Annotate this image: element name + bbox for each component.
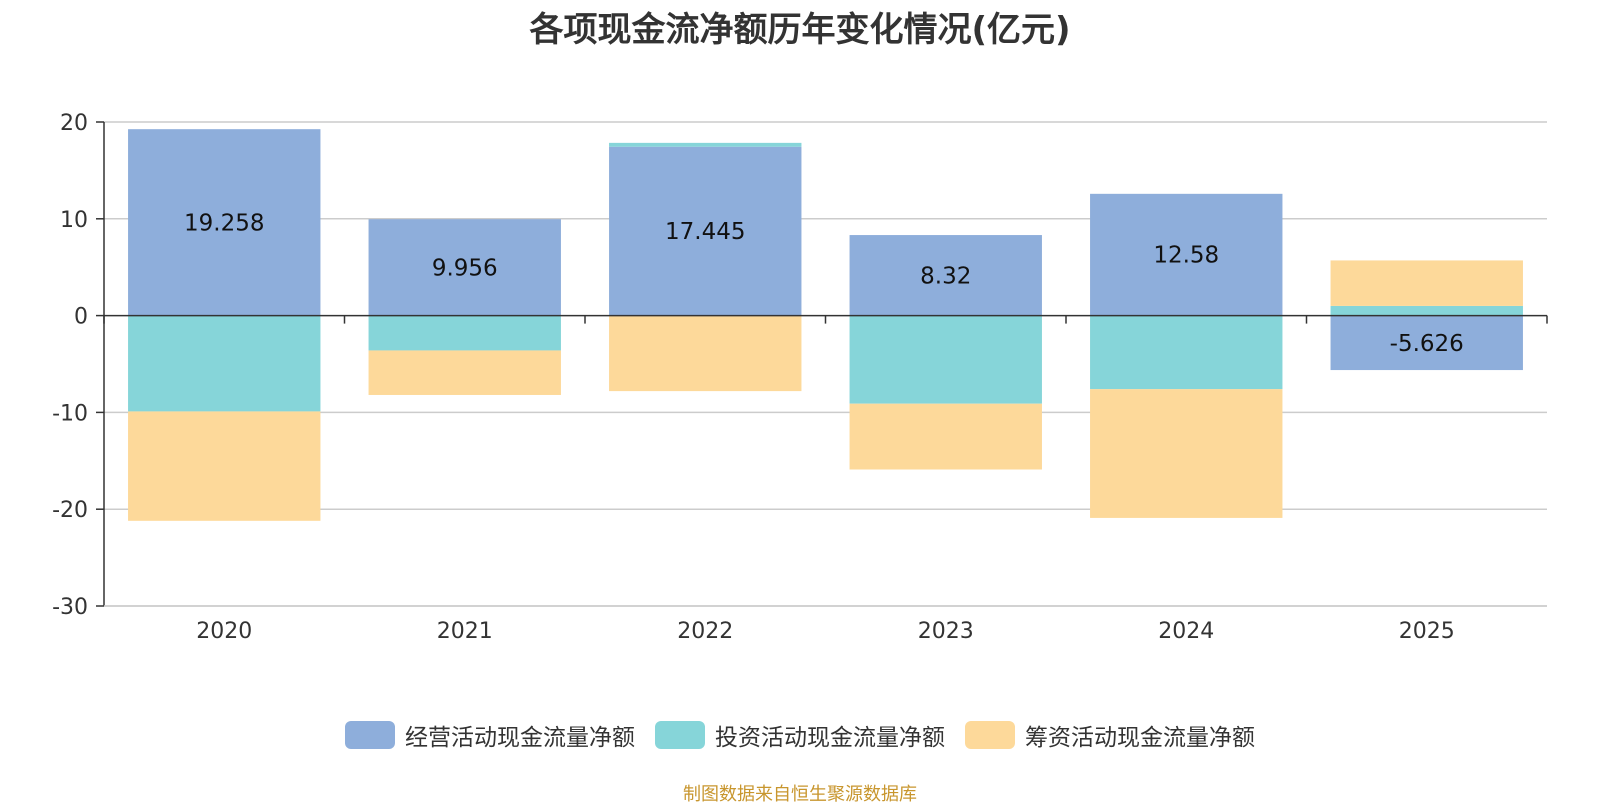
- x-tick-label: 2021: [437, 619, 493, 644]
- bar-series1-2021: [368, 315, 561, 351]
- legend: 经营活动现金流量净额 投资活动现金流量净额 筹资活动现金流量净额: [0, 718, 1600, 752]
- bar-series2-2024: [1090, 389, 1283, 518]
- y-tick-label: -20: [52, 498, 88, 523]
- grid-lines: [104, 121, 1547, 607]
- cash-flow-chart: 20 10 0 -10 -20 -30 2020 2021 2022 2023 2024 2025 1…: [52, 111, 1548, 644]
- bar-series1-2020: [128, 315, 321, 412]
- x-tick-label: 2024: [1158, 619, 1214, 644]
- x-tick-label: 2022: [677, 619, 733, 644]
- legend-swatch-operating: [345, 721, 395, 749]
- bar-series0-2025: [1330, 315, 1523, 371]
- legend-item-investing[interactable]: 投资活动现金流量净额: [655, 718, 945, 752]
- legend-swatch-financing: [965, 721, 1015, 749]
- y-tick-label: 20: [60, 111, 88, 136]
- bars: [128, 129, 1523, 521]
- legend-item-financing[interactable]: 筹资活动现金流量净额: [965, 718, 1255, 752]
- bar-series1-2024: [1090, 315, 1283, 390]
- data-label: 9.956: [432, 255, 498, 281]
- data-label: 8.32: [920, 263, 971, 289]
- legend-label-financing: 筹资活动现金流量净额: [1025, 725, 1255, 751]
- data-label: 17.445: [665, 219, 745, 245]
- y-tick-label: -10: [52, 401, 88, 426]
- bar-series2-2025: [1330, 260, 1523, 306]
- legend-label-investing: 投资活动现金流量净额: [715, 725, 945, 751]
- bar-series2-2021: [368, 350, 561, 395]
- x-tick-label: 2020: [196, 619, 252, 644]
- y-tick-label: 0: [74, 305, 88, 330]
- y-tick-label: 10: [60, 208, 88, 233]
- bar-series2-2022: [609, 315, 802, 392]
- bar-series1-2023: [849, 315, 1042, 404]
- bar-series0-2023: [849, 235, 1042, 316]
- axes: 20 10 0 -10 -20 -30 2020 2021 2022 2023 2024 2025: [52, 111, 1548, 644]
- bar-series1-2025: [1330, 305, 1523, 316]
- data-label: 19.258: [184, 210, 264, 236]
- bar-series1-2022: [609, 142, 802, 147]
- x-tick-label: 2025: [1399, 619, 1455, 644]
- data-label: -5.626: [1390, 331, 1464, 357]
- data-labels: 19.258 9.956 17.445 8.32 12.58 -5.626: [184, 210, 1464, 356]
- legend-item-operating[interactable]: 经营活动现金流量净额: [345, 718, 635, 752]
- data-source-note: 制图数据来自恒生聚源数据库: [683, 784, 917, 805]
- legend-label-operating: 经营活动现金流量净额: [405, 725, 635, 751]
- chart-title: 各项现金流净额历年变化情况(亿元): [529, 10, 1071, 50]
- bar-series0-2024: [1090, 193, 1283, 316]
- x-tick-label: 2023: [918, 619, 974, 644]
- bar-series0-2020: [128, 129, 321, 316]
- legend-swatch-investing: [655, 721, 705, 749]
- bar-series0-2022: [609, 146, 802, 316]
- data-label: 12.58: [1153, 243, 1219, 269]
- bar-series2-2023: [849, 403, 1042, 470]
- bar-series2-2020: [128, 411, 321, 521]
- bar-series0-2021: [368, 219, 561, 316]
- y-tick-label: -30: [52, 595, 88, 620]
